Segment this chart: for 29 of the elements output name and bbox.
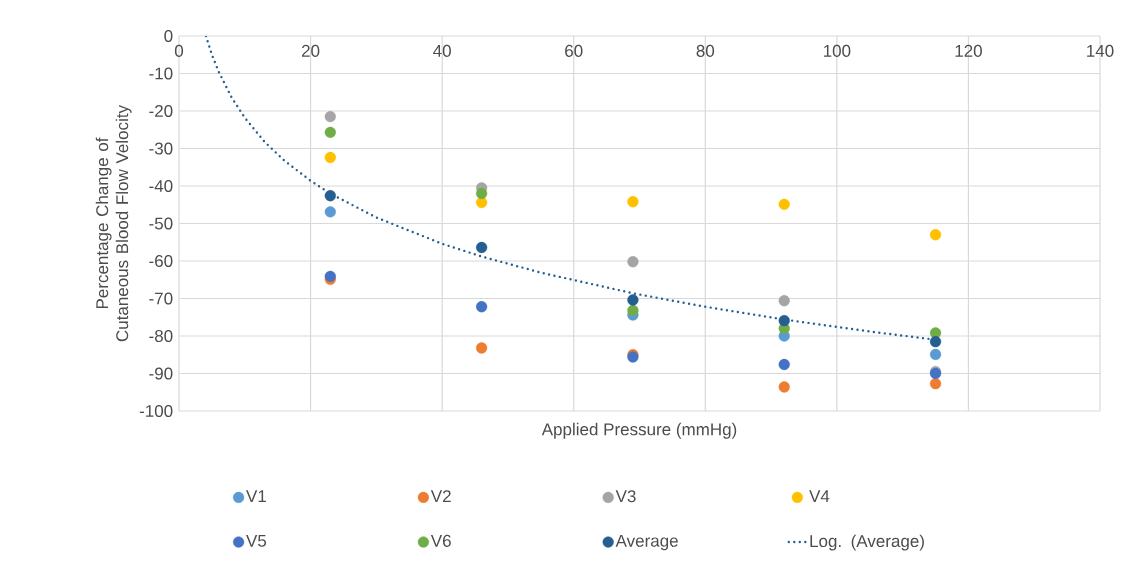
legend-label: V5 [246,534,267,547]
y-axis-title: Percentage Change of Cutaneous Blood Flow Velocity [95,104,132,342]
y-tick-label: -40 [149,179,173,193]
legend-label: V1 [246,490,266,502]
legend-label: V2 [430,490,451,503]
y-tick-label: -50 [149,217,173,230]
y-tick-label: -10 [149,67,173,80]
x-tick-label: 40 [433,44,451,57]
y-tick-label: -70 [149,292,173,305]
x-tick-label: 20 [301,44,320,57]
x-tick-label: 80 [696,44,715,57]
x-tick-label: 140 [1087,44,1114,57]
x-axis-title: Applied Pressure (mmHg) [541,422,737,439]
y-tick-label: -80 [149,329,173,343]
y-tick-label: -60 [149,254,173,268]
x-tick-label: 120 [955,44,982,57]
y-tick-label: -100 [139,404,173,418]
legend-label: V6 [430,534,451,547]
legend-label: Average [615,534,678,551]
x-tick-label: 60 [565,44,583,57]
x-tick-label: 0 [174,44,184,57]
y-tick-label: 0 [164,29,173,43]
x-tick-label: 100 [823,44,851,57]
legend-label: V3 [615,490,636,503]
legend-label: Log. (Average) [810,534,924,551]
legend-label: V4 [809,490,830,502]
y-tick-label: -20 [149,104,173,118]
y-tick-label: -30 [149,142,173,155]
y-tick-label: -90 [149,367,173,380]
